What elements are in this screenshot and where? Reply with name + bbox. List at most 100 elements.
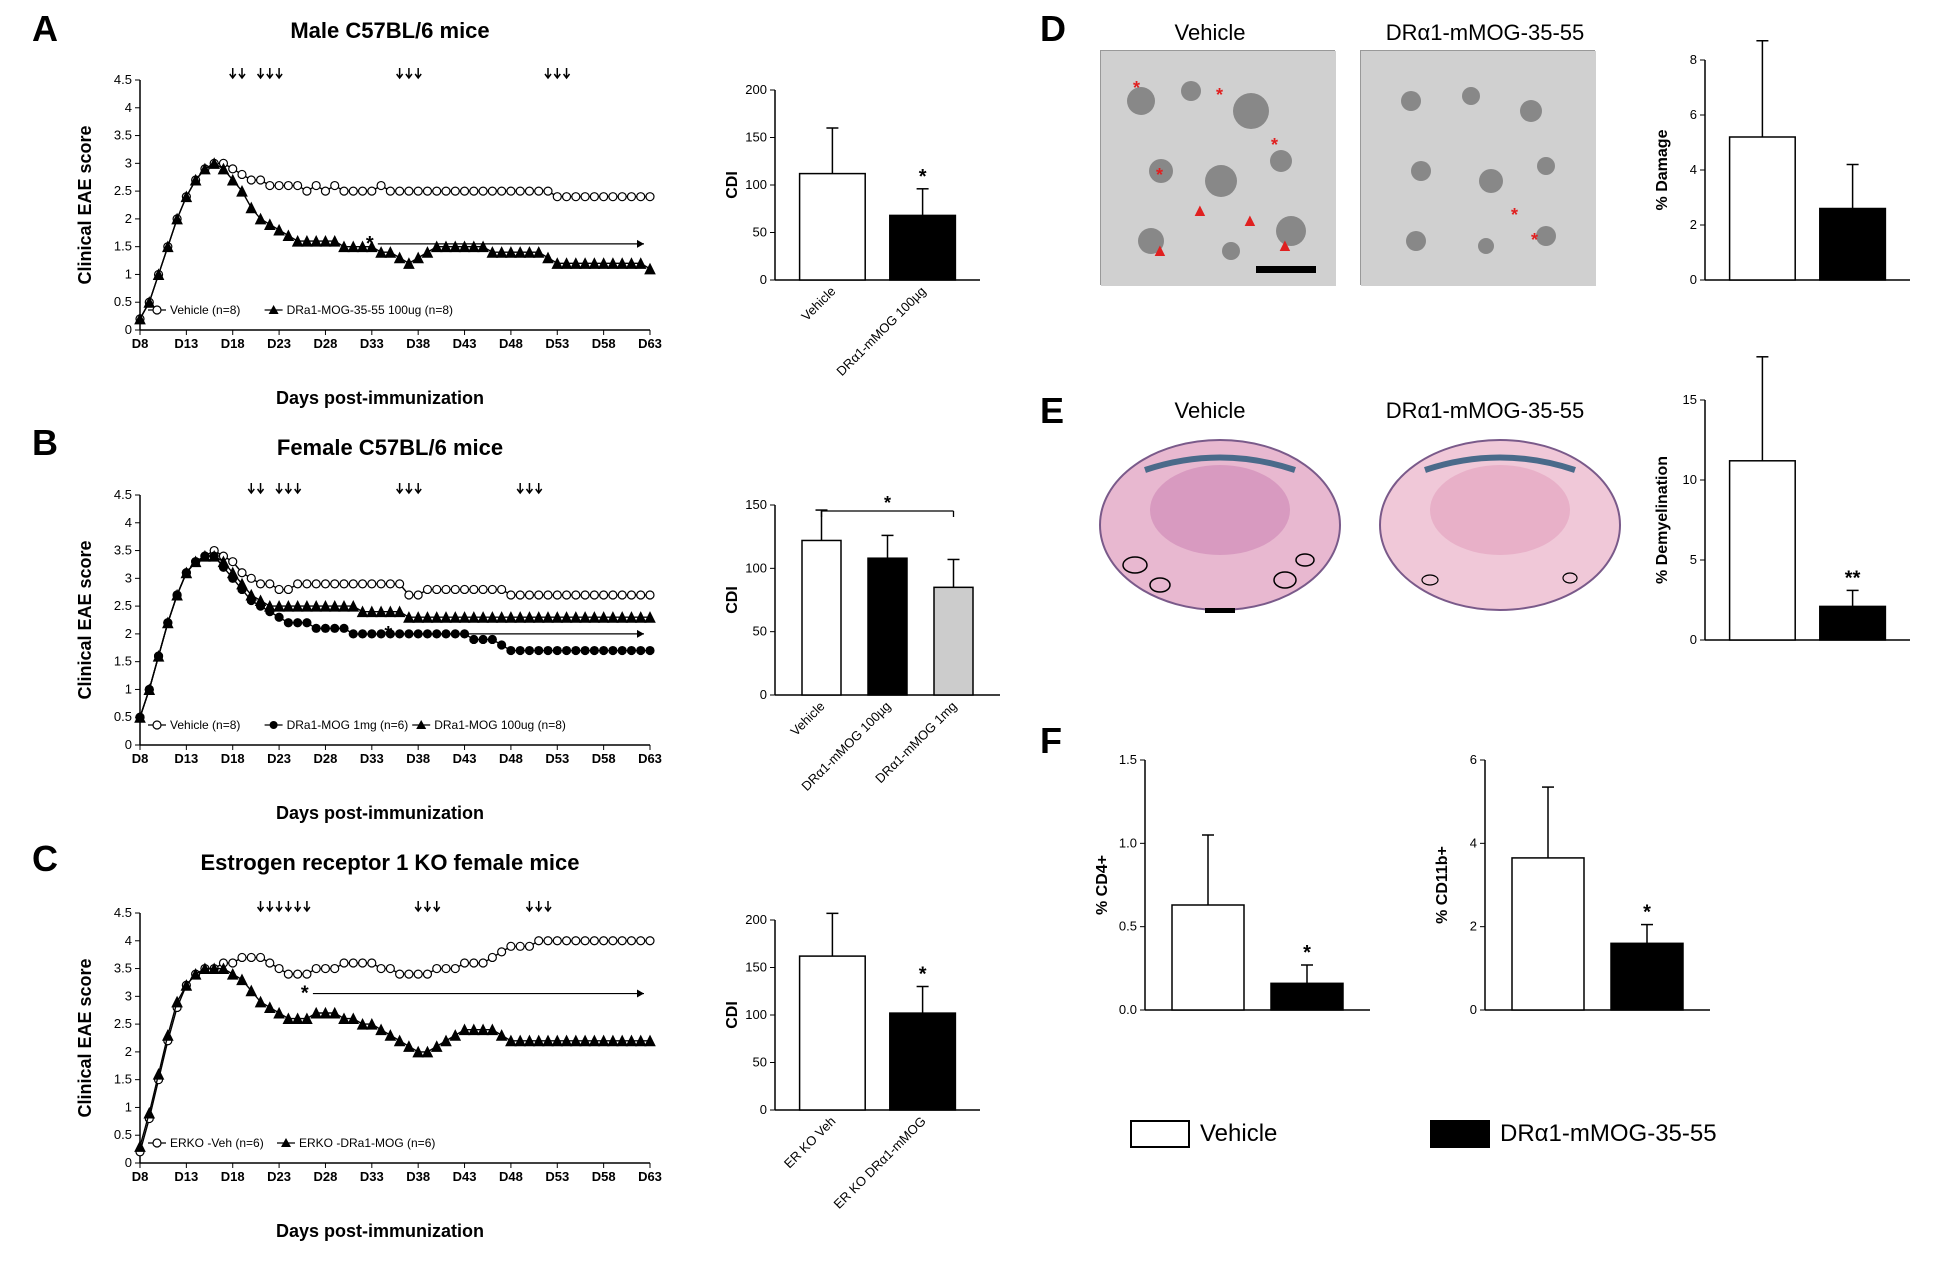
svg-text:D18: D18 [221, 751, 245, 766]
svg-text:CDI: CDI [724, 586, 741, 614]
svg-text:0: 0 [125, 1155, 132, 1170]
svg-text:D38: D38 [406, 1169, 430, 1184]
svg-text:200: 200 [745, 82, 767, 97]
legend-vehicle-swatch [1130, 1120, 1190, 1148]
chart-a-ylabel: Clinical EAE score [75, 75, 96, 335]
chart-b-title: Female C57BL/6 mice [190, 435, 590, 461]
svg-text:0: 0 [125, 737, 132, 752]
svg-text:D48: D48 [499, 336, 523, 351]
svg-text:1: 1 [125, 266, 132, 281]
svg-text:0.5: 0.5 [114, 1127, 132, 1142]
svg-text:0: 0 [760, 687, 767, 702]
bar-d: 02468% Damage [1650, 40, 1920, 310]
svg-text:*: * [1216, 85, 1223, 105]
svg-text:D18: D18 [221, 1169, 245, 1184]
bar-b: 050100150CDIVehicleDRα1-mMOG 100µgDRα1-m… [720, 485, 1010, 825]
svg-text:2.5: 2.5 [114, 1016, 132, 1031]
bar-c: 050100150200CDIER KO VehER KO DRα1-mMOG* [720, 900, 990, 1240]
svg-text:D23: D23 [267, 1169, 291, 1184]
svg-text:*: * [1133, 78, 1140, 98]
chart-c-xlabel: Days post-immunization [190, 1221, 570, 1242]
svg-text:150: 150 [745, 497, 767, 512]
svg-text:D58: D58 [592, 751, 616, 766]
svg-text:6: 6 [1470, 752, 1477, 767]
svg-text:D53: D53 [545, 751, 569, 766]
svg-text:D48: D48 [499, 751, 523, 766]
bar-e: 051015% Demyelination** [1650, 380, 1920, 670]
chart-a: 00.511.522.533.544.5D8D13D18D23D28D33D38… [100, 55, 660, 385]
svg-text:DRa1-MOG-35-55 100ug (n=8): DRa1-MOG-35-55 100ug (n=8) [287, 303, 453, 317]
legend-treat-swatch [1430, 1120, 1490, 1148]
svg-text:D58: D58 [592, 1169, 616, 1184]
svg-text:D18: D18 [221, 336, 245, 351]
panel-d-image-treat: ** [1360, 50, 1595, 285]
svg-text:▲: ▲ [1191, 200, 1209, 220]
svg-text:50: 50 [753, 624, 767, 639]
svg-text:8: 8 [1690, 52, 1697, 67]
svg-text:D28: D28 [314, 336, 338, 351]
svg-text:4: 4 [125, 100, 132, 115]
svg-text:1: 1 [125, 681, 132, 696]
svg-text:D38: D38 [406, 336, 430, 351]
svg-text:Vehicle: Vehicle [798, 284, 838, 324]
svg-text:1.5: 1.5 [1119, 752, 1137, 767]
panel-e-image-treat [1370, 430, 1630, 620]
svg-text:▲: ▲ [1151, 240, 1169, 260]
svg-text:4.5: 4.5 [114, 905, 132, 920]
panel-label-b: B [32, 422, 58, 464]
svg-text:D23: D23 [267, 751, 291, 766]
legend-treat-text: DRα1-mMOG-35-55 [1500, 1120, 1717, 1148]
svg-text:% Demyelination: % Demyelination [1654, 456, 1671, 584]
svg-text:3: 3 [125, 988, 132, 1003]
svg-text:CDI: CDI [724, 171, 741, 199]
svg-text:6: 6 [1690, 107, 1697, 122]
svg-text:3: 3 [125, 155, 132, 170]
svg-text:▲: ▲ [1276, 235, 1294, 255]
svg-text:0: 0 [125, 322, 132, 337]
svg-text:0.5: 0.5 [1119, 919, 1137, 934]
svg-text:DRα1-mMOG 100µg: DRα1-mMOG 100µg [833, 284, 928, 379]
panel-label-c: C [32, 838, 58, 880]
svg-text:D58: D58 [592, 336, 616, 351]
svg-text:*: * [1643, 902, 1651, 924]
svg-text:D28: D28 [314, 1169, 338, 1184]
svg-text:Vehicle: Vehicle [787, 699, 827, 739]
svg-text:2.5: 2.5 [114, 183, 132, 198]
svg-text:2.5: 2.5 [114, 598, 132, 613]
svg-text:150: 150 [745, 960, 767, 975]
svg-text:2: 2 [125, 211, 132, 226]
panel-e-image-vehicle [1090, 430, 1350, 620]
svg-text:D28: D28 [314, 751, 338, 766]
chart-b: 00.511.522.533.544.5D8D13D18D23D28D33D38… [100, 470, 660, 800]
svg-text:*: * [1271, 135, 1278, 155]
svg-text:3.5: 3.5 [114, 543, 132, 558]
chart-c-title: Estrogen receptor 1 KO female mice [130, 850, 650, 876]
svg-text:D43: D43 [453, 336, 477, 351]
panel-label-a: A [32, 8, 58, 50]
svg-text:4.5: 4.5 [114, 72, 132, 87]
svg-text:2: 2 [125, 626, 132, 641]
svg-text:*: * [1156, 165, 1163, 185]
svg-text:D38: D38 [406, 751, 430, 766]
svg-text:D23: D23 [267, 336, 291, 351]
svg-text:D33: D33 [360, 336, 384, 351]
svg-text:0: 0 [1470, 1002, 1477, 1017]
svg-text:D53: D53 [545, 1169, 569, 1184]
panel-e-vehicle-label: Vehicle [1120, 398, 1300, 424]
svg-text:D13: D13 [174, 1169, 198, 1184]
svg-text:DRa1-MOG 100ug (n=8): DRa1-MOG 100ug (n=8) [434, 718, 566, 732]
svg-text:D13: D13 [174, 336, 198, 351]
svg-text:4: 4 [125, 933, 132, 948]
svg-text:1: 1 [125, 1099, 132, 1114]
svg-text:D8: D8 [132, 1169, 149, 1184]
panel-label-f: F [1040, 720, 1062, 762]
legend-vehicle-text: Vehicle [1200, 1120, 1277, 1148]
svg-text:D33: D33 [360, 1169, 384, 1184]
svg-text:*: * [884, 493, 891, 513]
svg-text:3.5: 3.5 [114, 961, 132, 976]
panel-d-vehicle-label: Vehicle [1120, 20, 1300, 46]
svg-text:200: 200 [745, 912, 767, 927]
svg-text:0: 0 [1690, 632, 1697, 647]
svg-text:1.0: 1.0 [1119, 835, 1137, 850]
svg-text:*: * [384, 623, 392, 645]
